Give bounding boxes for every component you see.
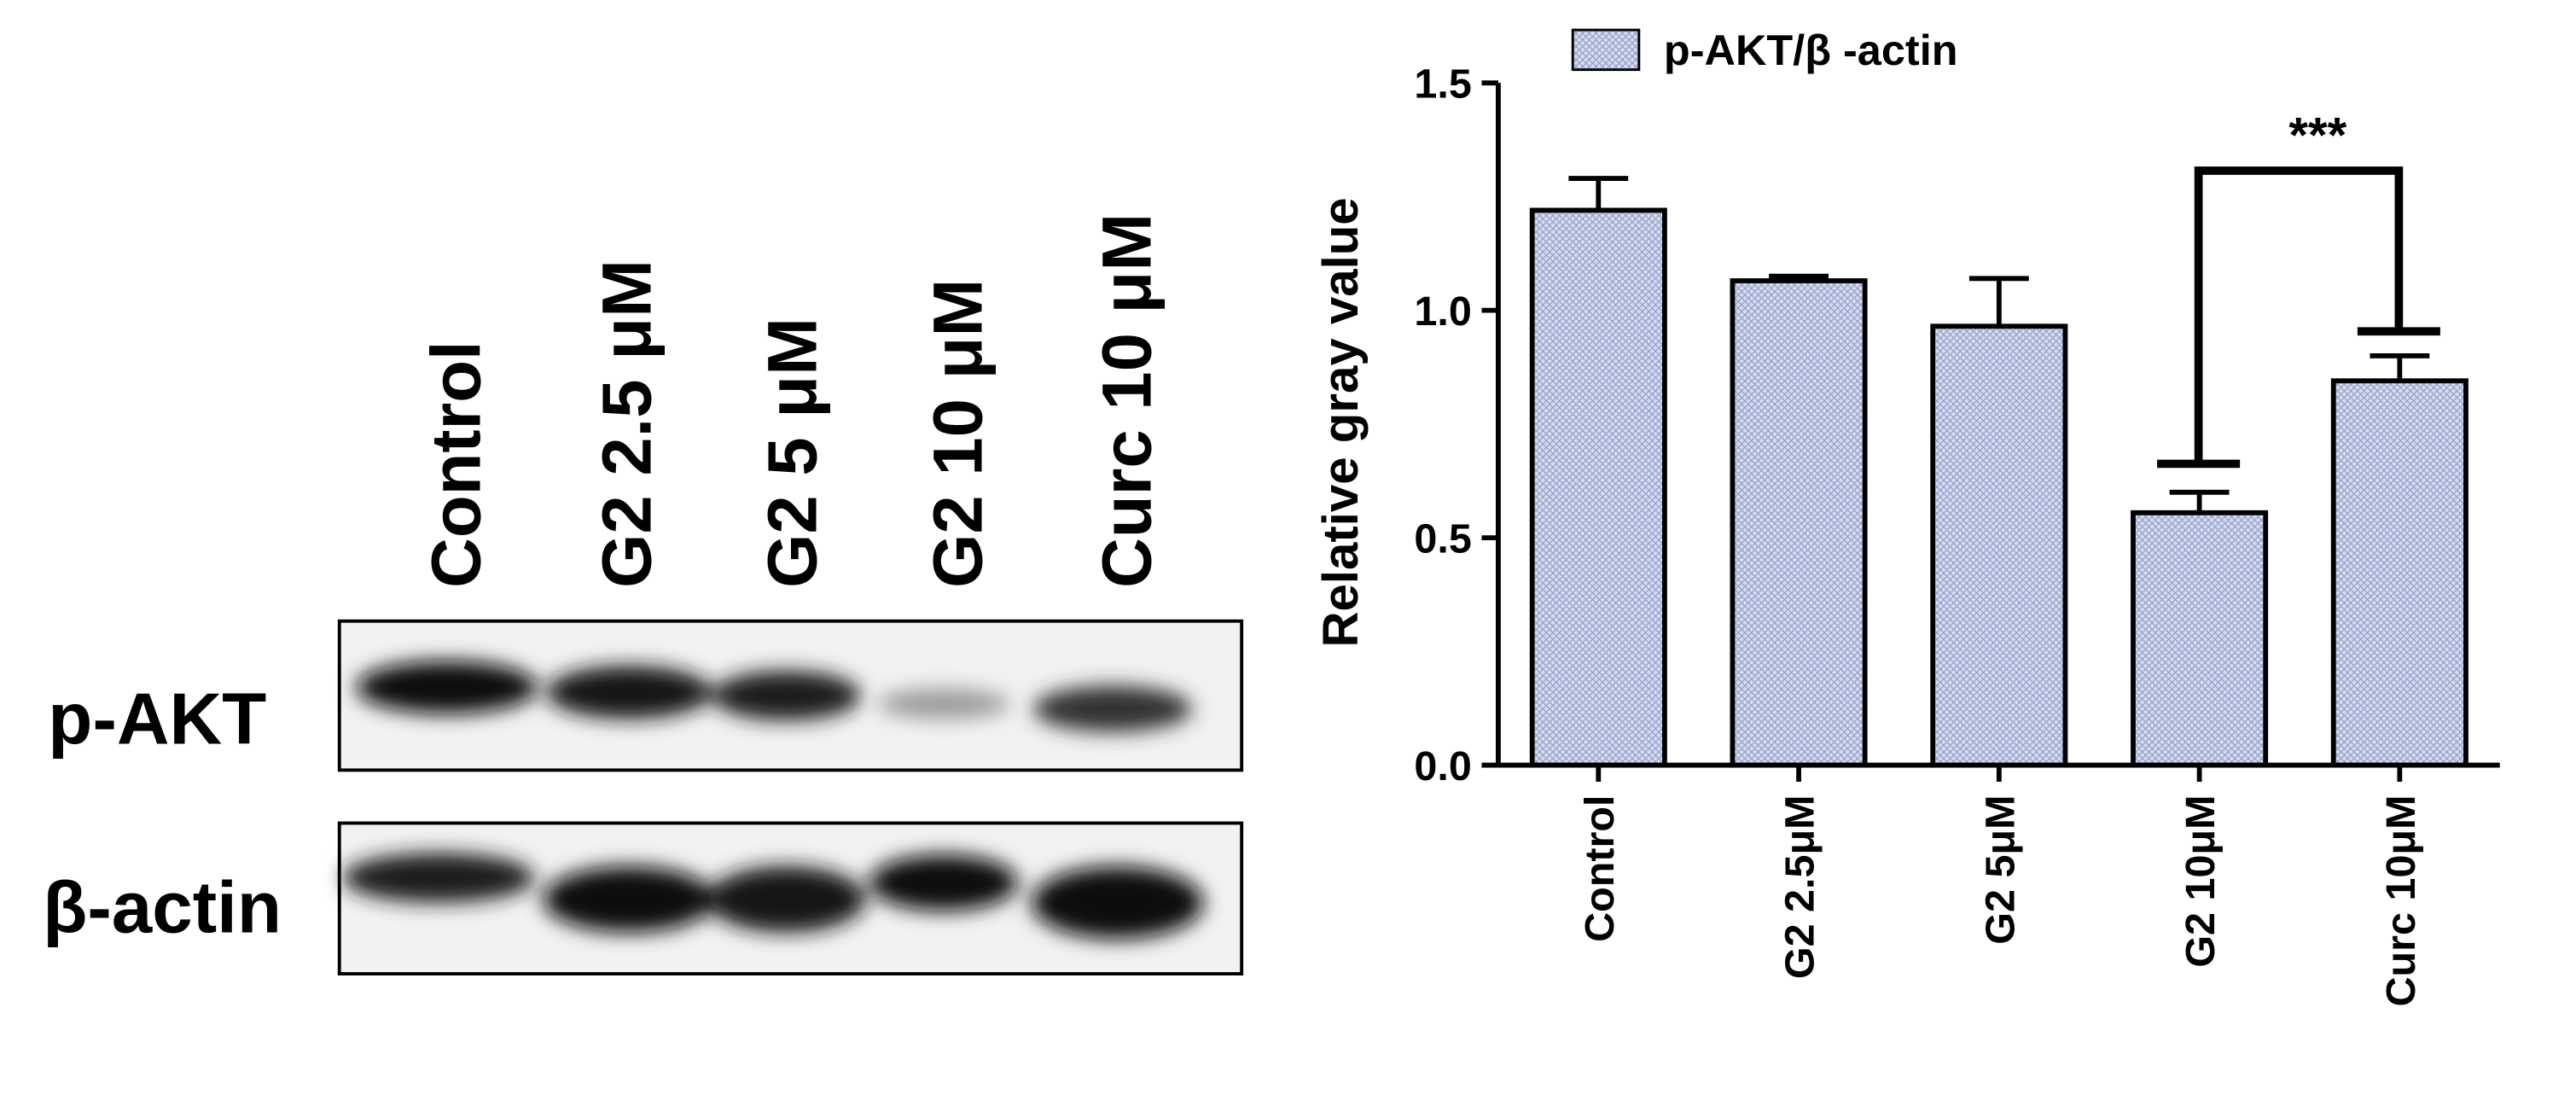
x-tick-label: G2 10μM — [2178, 795, 2224, 967]
x-tick-label: G2 2.5μM — [1777, 795, 1823, 979]
lane-label: G2 2.5 μM — [589, 259, 666, 588]
bar — [1730, 278, 1868, 768]
significance-label: *** — [2288, 108, 2346, 164]
lane-label: Curc 10 μM — [1088, 213, 1166, 588]
band — [707, 865, 866, 933]
x-tick-label: G2 5μM — [1977, 795, 2023, 944]
significance-bracket — [2194, 166, 2404, 464]
band — [546, 666, 712, 719]
band — [869, 854, 1019, 911]
y-tick-label: 0.5 — [1414, 516, 1471, 562]
band — [356, 661, 538, 714]
band — [877, 689, 1010, 719]
row-label: p-AKT — [48, 678, 266, 760]
y-tick-label: 0.0 — [1414, 743, 1471, 789]
bar — [1930, 323, 2068, 768]
x-tick-label: Control — [1577, 795, 1623, 941]
legend-swatch — [1571, 28, 1641, 72]
band — [342, 853, 535, 903]
bands — [342, 661, 1204, 940]
y-axis-label: Relative gray value — [1313, 197, 1369, 647]
y-tick-label: 1.5 — [1414, 61, 1471, 108]
row-label: β-actin — [43, 868, 282, 949]
lane-label: G2 10 μM — [920, 279, 997, 588]
band — [1032, 685, 1192, 732]
x-tick-label: Curc 10μM — [2378, 795, 2424, 1006]
band — [1031, 865, 1204, 940]
bar — [1529, 207, 1667, 768]
lane-label: G2 5 μM — [754, 317, 832, 588]
bar — [2330, 378, 2468, 768]
legend-label: p-AKT/β -actin — [1664, 26, 1958, 74]
band — [712, 670, 861, 721]
band — [543, 865, 716, 933]
y-tick-label: 1.0 — [1414, 288, 1471, 335]
western-blot: p-AKT β-actin — [43, 619, 1244, 975]
bar — [2131, 510, 2269, 768]
lane-label: Control — [418, 341, 496, 588]
